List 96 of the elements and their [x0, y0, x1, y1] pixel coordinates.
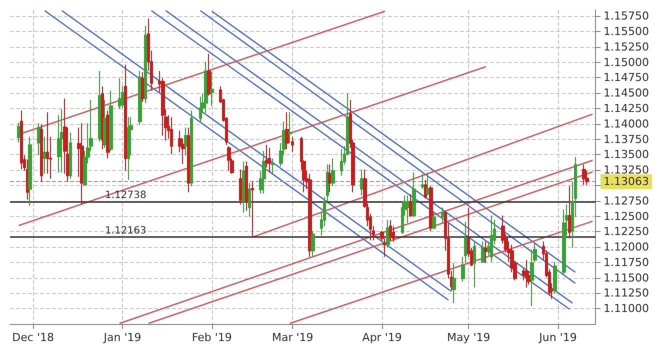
candlestick	[432, 212, 436, 230]
candlestick	[311, 230, 315, 258]
candlestick	[28, 136, 32, 206]
candlestick	[473, 241, 476, 288]
candlestick	[386, 219, 390, 248]
candlestick	[204, 61, 208, 114]
x-tick-label: Mar '19	[272, 331, 314, 344]
candlestick	[464, 221, 467, 264]
candlestick	[227, 146, 231, 172]
candlestick	[340, 148, 343, 176]
candlestick	[288, 112, 292, 144]
y-tick-label: 1.14250	[604, 102, 650, 116]
y-tick-label: 1.14000	[604, 117, 650, 130]
y-tick-label: 1.12250	[604, 225, 650, 238]
candlestick	[265, 144, 268, 168]
y-tick-label: 1.12000	[604, 240, 650, 254]
y-tick-label: 1.13500	[604, 148, 650, 162]
candlestick	[426, 172, 430, 196]
candlestick	[60, 108, 64, 174]
candlestick	[199, 96, 202, 122]
candlestick	[101, 86, 104, 150]
candlestick	[308, 173, 312, 258]
x-tick-label: May '19	[446, 331, 490, 344]
candlestick	[262, 150, 266, 194]
y-tick-label: 1.12750	[604, 194, 650, 208]
y-tick-label: 1.13750	[604, 132, 650, 146]
candlestick	[242, 160, 245, 214]
candlestick	[144, 26, 147, 104]
candlestick	[245, 160, 248, 212]
y-tick-label: 1.11750	[604, 256, 650, 269]
candlestick	[328, 164, 332, 193]
x-tick-label: Dec '18	[12, 331, 54, 344]
candlestick	[568, 186, 571, 239]
candlestick	[484, 241, 488, 264]
candlestick	[69, 132, 72, 180]
candlestick	[118, 78, 121, 110]
candlestick	[40, 124, 43, 182]
y-tick-label: 1.15000	[604, 56, 650, 69]
x-tick-label: Feb '19	[192, 331, 232, 344]
y-tick-label: 1.15750	[604, 10, 650, 23]
candlestick	[127, 116, 130, 180]
y-tick-label: 1.11000	[604, 302, 650, 316]
candlestick	[285, 112, 289, 150]
candlestick	[170, 116, 173, 155]
candlestick	[124, 64, 127, 172]
candlestick	[20, 110, 23, 170]
candlestick	[268, 147, 271, 174]
candlestick	[291, 136, 294, 153]
candlestick	[452, 262, 456, 304]
candlestick	[429, 186, 433, 232]
candlestick	[190, 110, 193, 187]
candlestick	[184, 127, 188, 156]
candlestick	[109, 90, 113, 152]
candlestick	[562, 208, 566, 275]
candlestick	[441, 207, 444, 224]
candlestick	[141, 72, 144, 102]
candlestick	[582, 164, 586, 186]
x-tick-label: Jun '19	[538, 331, 577, 344]
candlestick	[553, 261, 557, 294]
candlestick	[525, 259, 528, 288]
y-tick-label: 1.11500	[604, 271, 650, 284]
y-tick-label: 1.12500	[604, 210, 650, 223]
candlestick	[98, 70, 101, 142]
candlestick	[80, 122, 84, 206]
y-tick-label: 1.15500	[604, 25, 650, 38]
candlestick	[43, 136, 46, 174]
candlestick	[331, 158, 335, 187]
candlestick	[389, 219, 392, 241]
candlestick	[251, 181, 254, 238]
y-tick-label: 1.13250	[604, 164, 650, 177]
ref-line-label: 1.12738	[105, 190, 146, 202]
y-tick-label: 1.15250	[604, 40, 650, 54]
candlestick	[406, 194, 410, 224]
y-tick-label: 1.14750	[604, 71, 650, 84]
candlestick	[490, 215, 493, 262]
candlestick	[37, 122, 41, 156]
candlestick	[360, 168, 364, 196]
candlestick	[424, 179, 427, 199]
x-tick-label: Jan '19	[102, 331, 142, 344]
ref-line-label: 1.12163	[105, 226, 146, 237]
candlestick	[46, 112, 49, 174]
candlestick	[239, 168, 242, 206]
x-tick-label: Apr '19	[362, 331, 402, 344]
candlestick	[138, 70, 142, 126]
y-tick-label: 1.11250	[604, 286, 650, 300]
candlestick	[412, 172, 416, 218]
candlestick	[17, 122, 20, 143]
candlestick	[461, 256, 465, 282]
candlestick	[421, 173, 424, 190]
candlestick	[207, 53, 211, 96]
candlestick	[248, 182, 251, 218]
candlestick	[271, 158, 274, 174]
y-tick-label: 1.14500	[604, 86, 650, 100]
candlestick	[210, 72, 214, 107]
candlestick	[481, 241, 485, 264]
ref-line-label: 1.13063	[604, 175, 650, 188]
